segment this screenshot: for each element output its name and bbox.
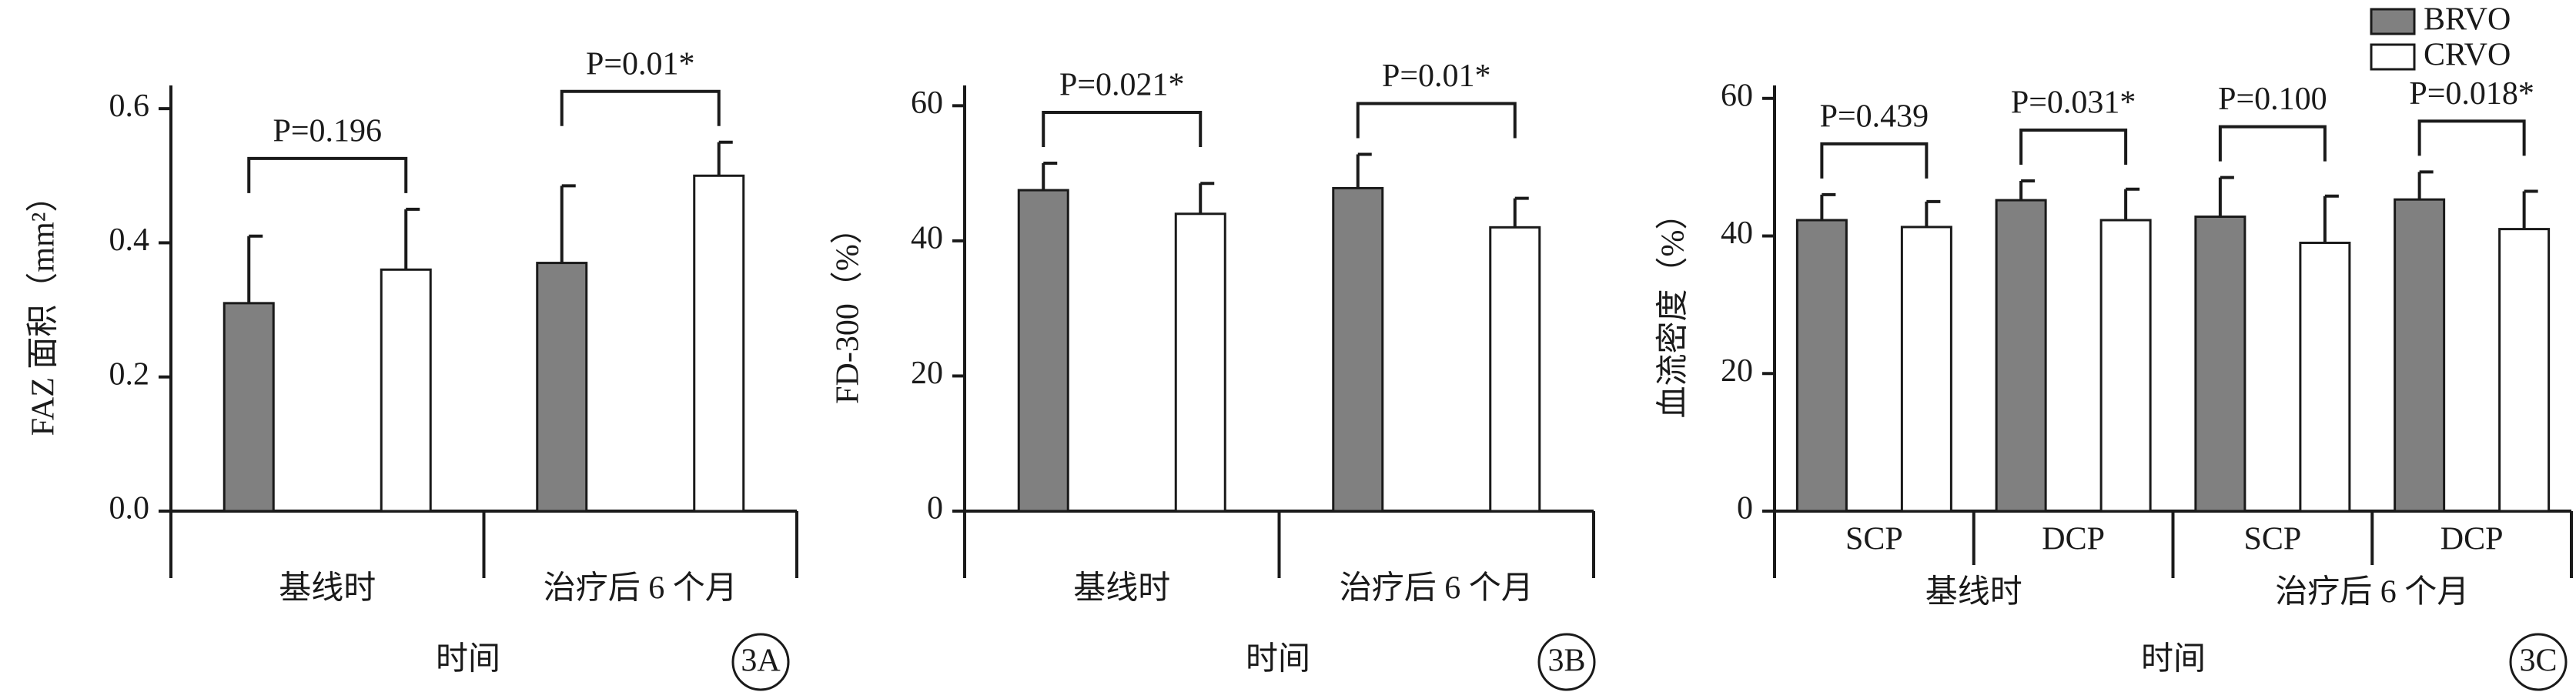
significance-bracket (1042, 110, 1203, 147)
x-axis-label: 时间 (436, 642, 500, 677)
p-value: P=0.031* (2011, 85, 2136, 121)
bar (1017, 189, 1069, 513)
y-tick-label: 0.6 (109, 89, 150, 124)
bar (2394, 198, 2446, 513)
x-tick-label: DCP (2042, 522, 2105, 557)
bar (536, 262, 588, 513)
y-tick-label: 0.2 (109, 356, 150, 392)
error-bar (247, 234, 263, 303)
error-bar (1925, 199, 1941, 227)
legend-swatch (2370, 8, 2416, 35)
x-axis-label: 时间 (2141, 642, 2206, 677)
x-tick-label: SCP (1845, 522, 1903, 557)
error-bar (2019, 179, 2036, 201)
y-tick-label: 60 (911, 85, 943, 121)
error-bar (1513, 196, 1529, 228)
bar (2194, 216, 2246, 513)
panel-label: 3A (741, 644, 781, 679)
p-value: P=0.196 (273, 113, 382, 149)
bar (222, 302, 275, 513)
y-tick-label: 20 (1721, 353, 1753, 389)
error-bar (2124, 187, 2140, 220)
y-axis-label: 血流密度（%） (1655, 198, 1691, 419)
y-tick-label: 0.0 (109, 491, 150, 527)
y-tick-label: 40 (911, 221, 943, 256)
bar (2498, 228, 2551, 513)
x-tick-label: DCP (2441, 522, 2504, 557)
x-axis-label: 时间 (1246, 642, 1310, 677)
p-value: P=0.018* (2409, 76, 2534, 112)
error-bar (2522, 189, 2538, 229)
y-tick-label: 20 (911, 356, 943, 391)
x-tick-label: 基线时 (279, 571, 376, 607)
error-bar (2417, 170, 2434, 200)
error-bar (2218, 176, 2234, 217)
p-value: P=0.439 (1820, 99, 1929, 135)
panel-label-circle (1537, 633, 1596, 691)
p-value: P=0.100 (2218, 82, 2327, 117)
significance-bracket (1820, 142, 1929, 179)
significance-bracket (560, 89, 721, 126)
panel-label: 3C (2519, 644, 2557, 679)
y-tick-label: 60 (1721, 78, 1753, 113)
y-axis-label: FAZ 面积（mm²） (26, 180, 62, 436)
significance-bracket (1356, 102, 1517, 139)
error-bar (1820, 192, 1836, 220)
p-value: P=0.01* (1382, 59, 1491, 94)
error-bar (2323, 194, 2339, 243)
x-tick-label: 基线时 (1073, 571, 1170, 607)
error-bar (1042, 161, 1058, 191)
y-tick-label: 0 (927, 491, 943, 527)
legend-label: CRVO (2424, 38, 2511, 73)
panel-label-circle (731, 633, 790, 691)
bar (380, 268, 432, 513)
bar (2099, 219, 2152, 513)
bar (1489, 226, 1541, 513)
x-tick-label: 治疗后 6 个月 (544, 571, 738, 607)
y-tick-label: 0.4 (109, 222, 150, 258)
x-tick-label: SCP (2244, 522, 2302, 557)
significance-bracket (247, 156, 408, 193)
bar (1900, 226, 1952, 513)
y-axis-label: FD-300（%） (831, 212, 866, 404)
error-bar (404, 207, 420, 270)
error-bar (717, 140, 733, 176)
legend-label: BRVO (2424, 2, 2511, 38)
significance-bracket (2417, 119, 2526, 156)
panel-label: 3B (1547, 644, 1585, 679)
x-tick-label: 治疗后 6 个月 (1340, 571, 1534, 607)
group-label: 治疗后 6 个月 (2275, 575, 2469, 610)
group-label: 基线时 (1925, 575, 2022, 610)
error-bar (560, 184, 576, 263)
y-tick-label: 40 (1721, 216, 1753, 251)
bar (1332, 186, 1384, 513)
significance-bracket (2218, 125, 2327, 162)
error-bar (1356, 152, 1372, 189)
bar (693, 174, 745, 513)
bar (1995, 199, 2047, 513)
error-bar (1199, 182, 1215, 214)
legend-swatch (2370, 43, 2416, 71)
p-value: P=0.021* (1059, 68, 1185, 103)
panel-label-circle (2509, 633, 2568, 691)
p-value: P=0.01* (586, 46, 695, 82)
bar (2299, 241, 2351, 513)
bar (1795, 219, 1848, 513)
significance-bracket (2019, 129, 2128, 165)
bar (1174, 212, 1226, 513)
y-tick-label: 0 (1737, 491, 1753, 527)
